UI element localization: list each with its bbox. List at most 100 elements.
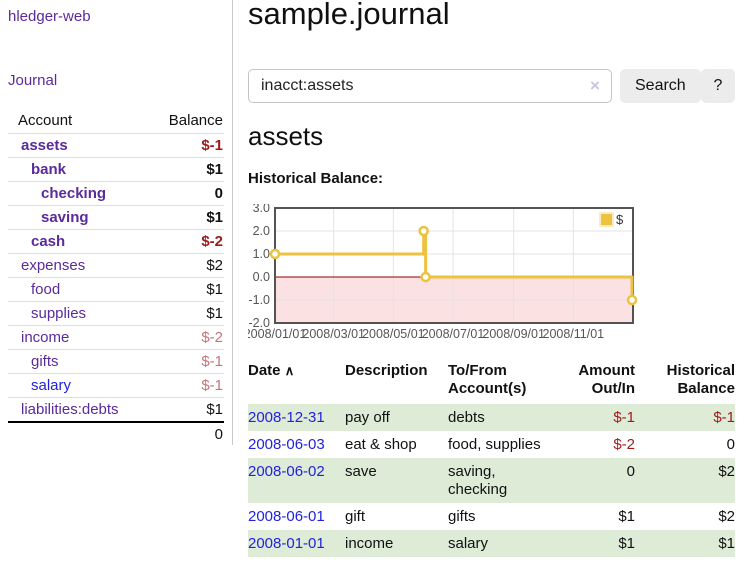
sidebar-account-row: liabilities:debts $1 [8,397,224,422]
account-balance: $1 [143,301,224,326]
sidebar-account-row: salary $-1 [8,373,224,398]
transaction-accounts: saving, checking [448,463,508,498]
transaction-balance: $2 [718,508,735,525]
sidebar-account-link[interactable]: income [21,329,70,346]
chart-legend-label: $ [616,212,624,227]
transaction-date-link[interactable]: 2008-12-31 [248,409,325,426]
sidebar-account-row: checking 0 [8,181,224,206]
account-balance: $1 [143,277,224,302]
svg-text:2.0: 2.0 [253,224,270,238]
svg-text:2008/05/01: 2008/05/01 [362,327,425,341]
transaction-balance: $-1 [713,409,735,426]
transaction-balance: 0 [726,436,735,453]
account-balance: $-1 [143,373,224,398]
transaction-accounts: food, supplies [448,436,541,453]
chart-svg: 3.0 2.0 1.0 0.0 -1.0 -2.02008/01/012008/03/01… [244,201,638,341]
register-row: 2008-12-31 pay off debts $-1 $-1 [248,404,735,431]
transaction-amount: $1 [618,508,635,525]
transaction-amount: $-1 [613,409,635,426]
register-header-accounts: To/From Account(s) [448,362,527,397]
account-column-header: Account [18,112,73,129]
sidebar-account-link[interactable]: expenses [21,257,86,274]
transaction-description: gift [345,508,366,525]
sidebar-account-link[interactable]: assets [21,137,68,154]
sidebar-accounts-table: Account Balance assets $-1 bank $1 checking 0… [8,110,224,446]
svg-text:0.0: 0.0 [253,270,270,284]
sidebar-account-row: saving $1 [8,205,224,230]
transaction-description: income [345,535,394,552]
sidebar-account-link[interactable]: cash [31,233,66,250]
sidebar-accounts-body: assets $-1 bank $1 checking 0 saving $1 cash $-2 e… [8,133,224,422]
search-form: × Search ? [248,69,735,103]
sidebar-account-row: expenses $2 [8,253,224,278]
sidebar-account-row: cash $-2 [8,229,224,254]
search-input[interactable] [248,69,612,103]
register-row: 2008-06-02 save saving, checking 0 $2 [248,458,735,503]
transaction-balance: $2 [718,463,735,480]
balance-column-header: Balance [168,112,223,129]
transaction-amount: $-2 [613,436,635,453]
account-balance: $2 [143,253,224,278]
sidebar-account-link[interactable]: checking [41,185,107,202]
sidebar-total-value: 0 [143,421,224,446]
brand-link[interactable]: hledger-web [8,8,91,25]
register-header-description: Description [345,362,428,379]
svg-text:2008/11/01: 2008/11/01 [543,327,605,341]
sidebar-account-link[interactable]: liabilities:debts [21,401,119,418]
svg-text:-2.0: -2.0 [248,316,270,330]
transaction-date-link[interactable]: 2008-01-01 [248,535,325,552]
register-header-row: Date ∧ Description To/From Account(s) Am… [248,360,735,404]
transaction-date-link[interactable]: 2008-06-02 [248,463,325,480]
svg-text:2008/01/01: 2008/01/01 [248,327,306,341]
sidebar-total-row: 0 [8,421,224,446]
transaction-amount: $1 [618,535,635,552]
register-row: 2008-06-01 gift gifts $1 $2 [248,503,735,530]
svg-text:-1.0: -1.0 [248,293,270,307]
transaction-amount: 0 [626,463,635,480]
svg-text:2008/09/01: 2008/09/01 [482,327,545,341]
sidebar-item-journal[interactable]: Journal [8,72,58,89]
sidebar-account-row: supplies $1 [8,301,224,326]
account-balance: $1 [143,397,224,422]
transaction-accounts: gifts [448,508,476,525]
sidebar: hledger-web Journal Account Balance asse… [0,0,233,446]
account-balance: $-2 [143,325,224,350]
account-balance: $-1 [143,349,224,374]
register-body: 2008-12-31 pay off debts $-1 $-1 2008-06-03 ea… [248,404,735,557]
register-row: 2008-06-03 eat & shop food, supplies $-2 0 [248,431,735,458]
transaction-description: save [345,463,377,480]
transaction-accounts: debts [448,409,485,426]
help-button[interactable]: ? [701,69,735,103]
account-balance: $1 [143,205,224,230]
register-table: Date ∧ Description To/From Account(s) Am… [248,360,735,557]
svg-text:2008/07/01: 2008/07/01 [422,327,485,341]
register-row: 2008-01-01 income salary $1 $1 [248,530,735,557]
search-button[interactable]: Search [620,69,701,103]
sidebar-account-row: bank $1 [8,157,224,182]
transaction-date-link[interactable]: 2008-06-03 [248,436,325,453]
svg-text:1.0: 1.0 [253,247,270,261]
svg-text:2008/03/01: 2008/03/01 [302,327,365,341]
transaction-balance: $1 [718,535,735,552]
page-title: sample.journal [248,0,450,31]
sidebar-account-link[interactable]: salary [31,377,72,394]
clear-search-icon[interactable]: × [590,76,600,95]
register-header-date[interactable]: Date ∧ [248,362,295,379]
transaction-date-link[interactable]: 2008-06-01 [248,508,325,525]
sidebar-account-row: income $-2 [8,325,224,350]
sidebar-account-link[interactable]: bank [31,161,67,178]
main-content: sample.journal × Search ? assets Histori… [244,0,735,582]
account-balance: $1 [143,157,224,182]
sidebar-account-link[interactable]: food [31,281,61,298]
sidebar-account-link[interactable]: gifts [31,353,59,370]
register-header-amount: Amount Out/In [578,362,635,397]
account-balance: $-2 [143,229,224,254]
transaction-description: eat & shop [345,436,417,453]
account-balance: 0 [143,181,224,206]
chart-label: Historical Balance: [248,170,384,187]
sidebar-account-link[interactable]: supplies [31,305,87,322]
sidebar-account-link[interactable]: saving [41,209,89,226]
account-balance: $-1 [143,133,224,158]
historical-balance-chart: 3.0 2.0 1.0 0.0 -1.0 -2.0 2008/01/01 2008/03/01… [244,201,648,354]
sidebar-account-row: assets $-1 [8,133,224,158]
